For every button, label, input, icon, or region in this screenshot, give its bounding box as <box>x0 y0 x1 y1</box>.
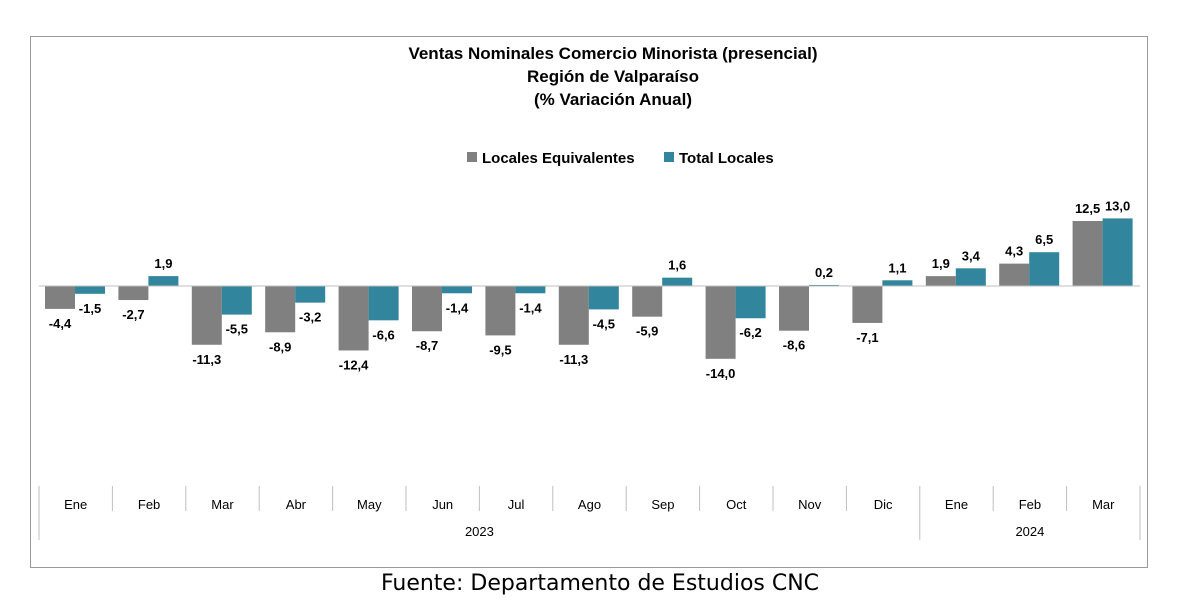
data-label-locales-equivalentes-12: 1,9 <box>932 256 950 271</box>
data-label-total-locales-8: 1,6 <box>668 258 686 273</box>
data-label-locales-equivalentes-13: 4,3 <box>1005 244 1023 259</box>
bar-total-locales-4 <box>368 286 399 321</box>
data-label-locales-equivalentes-10: -8,6 <box>783 338 805 353</box>
data-label-locales-equivalentes-6: -9,5 <box>489 342 511 357</box>
tick-label-8: Sep <box>651 497 674 512</box>
tick-label-11: Dic <box>874 497 893 512</box>
bar-total-locales-13 <box>1029 252 1060 286</box>
tick-label-9: Oct <box>726 497 747 512</box>
bar-total-locales-14 <box>1102 218 1133 286</box>
bar-locales-equivalentes-10 <box>779 286 809 331</box>
bar-total-locales-11 <box>882 280 913 286</box>
data-label-total-locales-3: -3,2 <box>299 310 321 325</box>
data-label-total-locales-1: 1,9 <box>154 256 172 271</box>
data-label-total-locales-7: -4,5 <box>593 316 615 331</box>
data-label-total-locales-2: -5,5 <box>226 322 248 337</box>
data-label-locales-equivalentes-8: -5,9 <box>636 324 658 339</box>
legend-label-total-locales: Total Locales <box>679 150 774 167</box>
data-label-locales-equivalentes-2: -11,3 <box>192 352 221 367</box>
bar-locales-equivalentes-12 <box>925 276 956 286</box>
chart-frame: Ventas Nominales Comercio Minorista (pre… <box>30 36 1148 568</box>
data-label-total-locales-10: 0,2 <box>815 265 833 280</box>
bar-total-locales-3 <box>295 286 326 303</box>
bar-total-locales-9 <box>735 286 766 319</box>
tick-label-0: Ene <box>64 497 87 512</box>
tick-label-1: Feb <box>138 497 160 512</box>
chart-title-line-3: (% Variación Anual) <box>534 90 692 109</box>
data-label-locales-equivalentes-7: -11,3 <box>559 352 588 367</box>
bar-locales-equivalentes-3 <box>265 286 296 333</box>
bar-total-locales-2 <box>221 286 252 315</box>
tick-label-10: Nov <box>798 497 822 512</box>
data-label-locales-equivalentes-9: -14,0 <box>706 366 736 381</box>
data-label-total-locales-5: -1,4 <box>446 300 469 315</box>
bar-total-locales-8 <box>662 277 693 286</box>
data-label-total-locales-9: -6,2 <box>739 325 761 340</box>
data-label-locales-equivalentes-14: 12,5 <box>1075 201 1100 216</box>
chart-svg: Ventas Nominales Comercio Minorista (pre… <box>38 44 1141 540</box>
data-label-locales-equivalentes-4: -12,4 <box>339 357 369 372</box>
tick-label-5: Jun <box>432 497 453 512</box>
bar-locales-equivalentes-2 <box>191 286 222 345</box>
bar-locales-equivalentes-13 <box>999 263 1030 286</box>
data-labels: -4,4-1,5 -2,71,9-11,3-5,5-8,9-3,2-12,4-6,… <box>49 198 1130 380</box>
data-label-total-locales-13: 6,5 <box>1035 232 1053 247</box>
bar-total-locales-12 <box>955 268 986 286</box>
tick-label-4: May <box>357 497 382 512</box>
source-note: Fuente: Departamento de Estudios CNC <box>380 571 820 596</box>
bar-total-locales-10 <box>809 284 839 286</box>
bar-total-locales-1 <box>148 276 179 286</box>
bar-locales-equivalentes-0 <box>45 286 75 309</box>
tick-label-12: Ene <box>945 497 968 512</box>
bar-total-locales-5 <box>442 286 472 294</box>
tick-label-7: Ago <box>578 497 601 512</box>
data-label-total-locales-12: 3,4 <box>962 248 981 263</box>
data-label-locales-equivalentes-1: -2,7 <box>122 307 144 322</box>
chart-legend: Locales Equivalentes Total Locales <box>467 150 774 167</box>
bars <box>45 218 1133 359</box>
data-label-locales-equivalentes-11: -7,1 <box>856 330 878 345</box>
data-label-total-locales-14: 13,0 <box>1105 198 1130 213</box>
data-label-total-locales-6: -1,4 <box>519 300 542 315</box>
tick-label-14: Mar <box>1092 497 1115 512</box>
tick-label-2: Mar <box>211 497 234 512</box>
legend-swatch-locales-equivalentes <box>467 152 477 162</box>
bar-locales-equivalentes-1 <box>118 286 149 301</box>
bar-total-locales-6 <box>515 286 546 294</box>
data-label-locales-equivalentes-3: -8,9 <box>269 339 291 354</box>
chart-title-line-2: Región de Valparaíso <box>527 67 699 86</box>
bar-locales-equivalentes-11 <box>852 286 883 323</box>
data-label-total-locales-0: -1,5 <box>79 301 101 316</box>
bar-total-locales-0 <box>75 286 105 294</box>
bar-locales-equivalentes-7 <box>558 286 589 345</box>
bar-total-locales-7 <box>588 286 619 310</box>
chart-title-line-1: Ventas Nominales Comercio Minorista (pre… <box>408 44 817 63</box>
data-label-locales-equivalentes-5: -8,7 <box>416 338 438 353</box>
bar-locales-equivalentes-14 <box>1072 221 1103 286</box>
bar-locales-equivalentes-4 <box>338 286 369 351</box>
data-label-total-locales-4: -6,6 <box>372 327 394 342</box>
legend-swatch-total-locales <box>664 152 674 162</box>
bar-locales-equivalentes-5 <box>412 286 442 332</box>
tick-label-3: Abr <box>286 497 307 512</box>
bar-locales-equivalentes-8 <box>632 286 663 317</box>
bar-locales-equivalentes-9 <box>705 286 736 359</box>
category-axis: Ene Feb Mar Abr May Jun Jul Ago Sep Oct Nov Dic Ene F… <box>38 285 1141 540</box>
tick-label-13: Feb <box>1019 497 1041 512</box>
year-label-2024: 2024 <box>1015 524 1044 539</box>
legend-label-locales-equivalentes: Locales Equivalentes <box>482 150 635 167</box>
tick-label-6: Jul <box>508 497 525 512</box>
bar-locales-equivalentes-6 <box>485 286 516 336</box>
year-label-2023: 2023 <box>465 524 494 539</box>
data-label-locales-equivalentes-0: -4,4 <box>49 316 72 331</box>
chart-title: Ventas Nominales Comercio Minorista (pre… <box>408 44 817 109</box>
data-label-total-locales-11: 1,1 <box>888 260 906 275</box>
